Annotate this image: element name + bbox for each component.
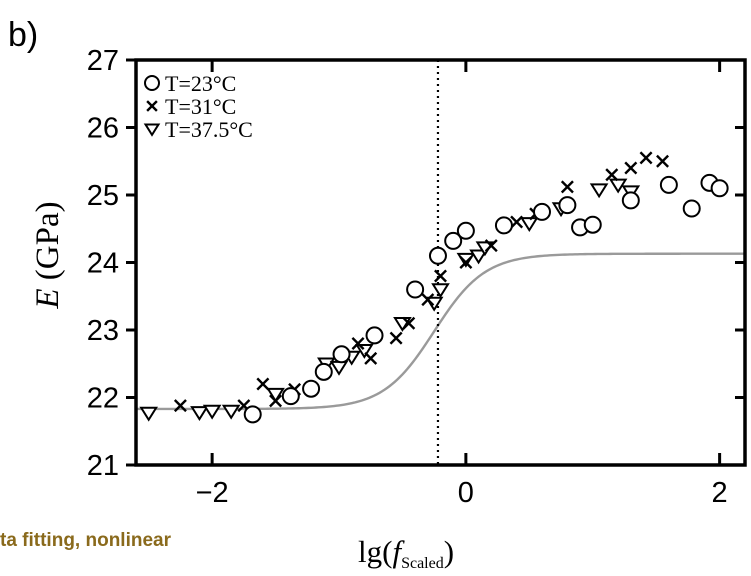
x-tick-label: −2 (196, 477, 229, 509)
data-point-circle (621, 191, 640, 210)
data-point-cross (459, 256, 473, 269)
cross-stroke (434, 269, 447, 283)
data-point-circle (406, 280, 425, 299)
data-point-triangle-down (431, 283, 450, 299)
y-tick-label: 23 (87, 315, 119, 347)
data-point-cross (256, 377, 270, 391)
cross-stroke (421, 293, 435, 307)
y-tick-label: 27 (87, 45, 119, 77)
legend-label: T=31°C (165, 94, 236, 119)
legend: T=23°CT=31°CT=37.5°C (143, 71, 253, 142)
x-axis-label-main: lg( (358, 534, 392, 569)
data-point-circle (444, 231, 463, 250)
cross-stroke (656, 154, 670, 168)
cross-stroke (173, 399, 187, 413)
data-point-circle (428, 246, 447, 265)
cross-stroke (351, 337, 365, 350)
data-point-circle (302, 379, 321, 398)
cross-stroke (459, 256, 473, 269)
cross-stroke (146, 100, 158, 112)
data-point-cross (639, 151, 653, 165)
data-point-triangle-down (469, 249, 488, 265)
legend-label: T=23°C (165, 71, 236, 96)
legend-label: T=37.5°C (165, 117, 253, 142)
legend-marker-cross (146, 100, 158, 112)
axes: 21 22 23 24 25 26 27 −2 0 2 (87, 45, 747, 509)
data-point-circle (332, 345, 351, 364)
data-point-cross (656, 154, 670, 168)
cross-stroke (269, 394, 283, 408)
data-point-circle (243, 405, 262, 424)
data-point-cross (402, 316, 416, 330)
cross-stroke (639, 151, 653, 165)
y-axis-label-unit: (GPa) (30, 201, 66, 288)
data-point-cross (605, 168, 619, 182)
cross-stroke (402, 316, 416, 330)
data-point-cross (421, 293, 435, 307)
data-point-circle (494, 216, 513, 235)
data-point-triangle-down (266, 387, 285, 403)
cross-stroke (624, 161, 638, 175)
data-point-cross (389, 331, 403, 345)
cross-stroke (484, 239, 498, 253)
series-cross (173, 151, 670, 413)
data-point-triangle-down (355, 344, 374, 359)
series-circle (243, 173, 729, 424)
series-triangle-down (139, 178, 641, 422)
y-axis-label: E (GPa) (30, 201, 66, 309)
data-point-triangle-down (520, 217, 539, 232)
data-point-triangle-down (202, 404, 222, 420)
y-tick-label: 22 (87, 383, 119, 415)
data-point-triangle-down (190, 406, 209, 421)
data-point-triangle-down (589, 183, 609, 199)
data-point-cross (364, 351, 378, 365)
x-axis-label-sub: Scaled (401, 555, 444, 572)
cross-stroke (364, 351, 378, 365)
data-point-cross (484, 239, 498, 253)
data-point-circle (314, 362, 333, 381)
data-points-layer (139, 151, 729, 424)
data-point-circle (365, 326, 384, 345)
data-point-triangle-down (329, 360, 349, 376)
cross-stroke (237, 399, 251, 413)
data-point-triangle-down (139, 406, 158, 422)
cross-stroke (560, 180, 574, 194)
cross-stroke (389, 331, 403, 345)
data-point-circle (682, 199, 701, 218)
y-tick-label: 25 (87, 180, 119, 212)
cross-stroke (256, 377, 270, 391)
data-point-cross (560, 180, 574, 194)
data-point-circle (281, 387, 300, 406)
data-point-cross (624, 161, 638, 175)
y-axis-label-var: E (30, 288, 66, 309)
y-tick-label: 24 (87, 248, 119, 280)
data-point-cross (351, 337, 365, 350)
data-point-cross (269, 394, 283, 408)
panel-label: b) (8, 16, 38, 54)
data-point-circle (558, 196, 577, 215)
data-point-triangle-down (221, 404, 241, 420)
data-point-cross (173, 399, 187, 413)
data-point-circle (659, 175, 678, 194)
y-tick-label: 21 (87, 450, 119, 482)
data-point-circle (710, 179, 729, 198)
data-point-circle (456, 221, 475, 240)
x-tick-label: 2 (712, 477, 728, 509)
x-tick-label: 0 (458, 477, 474, 509)
legend-marker-circle (144, 75, 160, 91)
cross-stroke (605, 168, 619, 182)
x-axis-label-close: ) (444, 534, 454, 569)
y-tick-label: 26 (87, 113, 119, 145)
data-point-circle (583, 215, 602, 234)
x-axis-label: lg(fScaled) (358, 534, 454, 572)
data-point-circle (533, 202, 551, 221)
data-point-cross (434, 269, 447, 283)
caption-fragment: ta fitting, nonlinear (0, 530, 171, 551)
legend-marker-triangle-down (143, 123, 161, 137)
